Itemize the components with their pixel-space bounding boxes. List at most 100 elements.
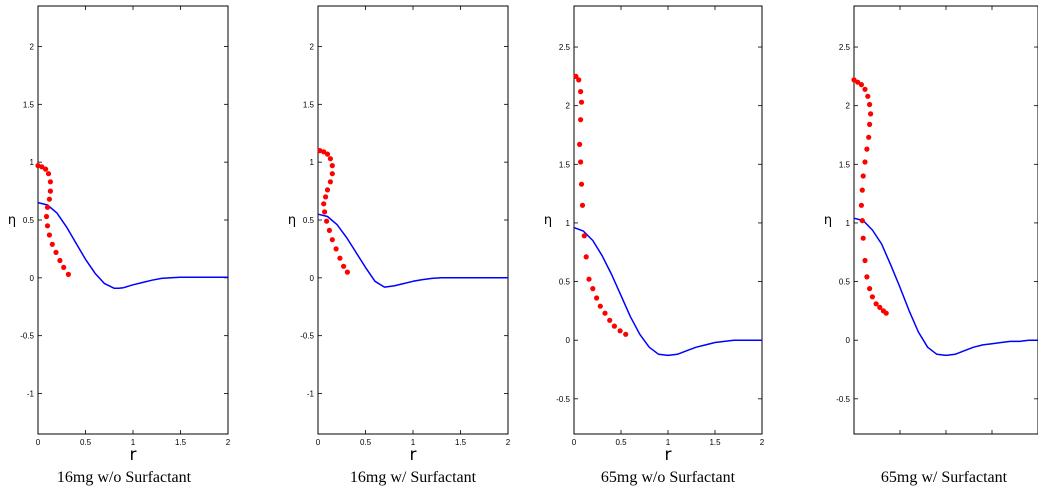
x-tick-label: 1.5 [175, 438, 187, 447]
data-point [577, 141, 583, 147]
x-tick-label: 2 [760, 438, 765, 447]
y-tick-label: 0.5 [839, 278, 851, 287]
data-point [324, 218, 330, 224]
data-point [43, 213, 50, 220]
data-point [611, 323, 618, 329]
data-point [855, 79, 861, 85]
y-tick-label: 0 [310, 274, 315, 283]
data-point [607, 317, 613, 323]
y-tick-label: 0.5 [303, 216, 315, 225]
x-tick-label: 0 [572, 438, 577, 447]
data-point [883, 310, 889, 316]
data-point [578, 117, 584, 123]
x-tick-label: 0.5 [360, 438, 372, 447]
data-point [858, 82, 865, 88]
x-tick-label: 0 [316, 438, 321, 447]
data-point [864, 274, 870, 280]
x-tick-label: 0.5 [80, 438, 92, 447]
plot-frame [853, 5, 1038, 435]
y-tick-label: 2 [846, 102, 851, 111]
x-tick-label: 2 [226, 438, 231, 447]
y-tick-label: 2 [30, 42, 35, 51]
data-point [860, 235, 866, 241]
data-point [324, 151, 331, 157]
data-point [597, 303, 603, 309]
data-point [322, 209, 328, 215]
data-point [45, 171, 52, 177]
y-tick-label: 1 [310, 158, 315, 167]
data-point [578, 159, 584, 165]
data-point [586, 276, 592, 282]
y-axis-label: η [544, 213, 552, 228]
data-point [578, 181, 585, 187]
data-point [333, 246, 339, 252]
data-point [877, 304, 883, 310]
data-point [617, 328, 623, 334]
y-axis-label: η [8, 213, 16, 228]
x-tick-label: 1 [131, 438, 136, 447]
data-point [864, 146, 870, 152]
data-point [323, 194, 329, 200]
series-line-1 [317, 213, 508, 288]
data-point [47, 179, 54, 185]
data-point [583, 254, 589, 260]
data-point [329, 163, 335, 169]
x-axis-label: r [130, 445, 137, 465]
panel-caption: 16mg w/ Surfactant [350, 469, 477, 486]
data-point [868, 111, 874, 117]
y-tick-label: 2 [566, 102, 571, 111]
data-point [866, 134, 872, 140]
y-tick-label: 2 [310, 42, 315, 51]
series-line-1 [573, 226, 762, 357]
data-point [327, 179, 333, 185]
data-point [867, 101, 873, 108]
data-point [623, 331, 629, 337]
data-point [859, 187, 865, 193]
y-tick-label: 1.5 [839, 160, 851, 169]
data-point [329, 237, 335, 243]
data-point [867, 121, 873, 127]
data-point [39, 164, 45, 170]
data-point [581, 233, 587, 239]
data-point [321, 149, 327, 155]
y-tick-label: 0.5 [559, 278, 571, 287]
data-point [344, 269, 350, 275]
x-tick-label: 0.5 [615, 438, 627, 447]
y-tick-label: 1 [846, 219, 851, 228]
data-point [859, 218, 865, 224]
data-point [862, 159, 868, 165]
data-point [867, 286, 873, 292]
data-point [602, 310, 608, 316]
y-tick-label: 1 [566, 219, 571, 228]
data-point [57, 257, 63, 264]
x-tick-label: 1 [411, 438, 416, 447]
plot-frame [37, 5, 229, 435]
panel-caption: 65mg w/o Surfactant [601, 469, 736, 486]
y-tick-label: 0 [566, 336, 571, 345]
data-point [329, 171, 335, 177]
data-point [65, 271, 71, 277]
data-point [594, 295, 600, 301]
plot-frame [317, 5, 509, 435]
y-axis-label: η [824, 213, 832, 228]
y-tick-label: 1 [30, 158, 35, 167]
data-point [53, 249, 59, 255]
series-line-1 [37, 201, 228, 289]
data-point [578, 99, 585, 105]
data-point [858, 202, 865, 208]
data-point [337, 255, 343, 261]
chart-panel-4: -0.5 0 0.5 1 1.5 2 2.5 η 65mg w/ Surfactant [824, 5, 1038, 486]
panel-caption: 16mg w/o Surfactant [57, 469, 192, 486]
data-point [865, 93, 871, 99]
data-point [869, 294, 876, 300]
y-tick-label: 1.5 [303, 100, 315, 109]
y-tick-label: -0.5 [556, 395, 570, 404]
y-tick-label: 1.5 [23, 100, 35, 109]
series-line-1 [853, 217, 1038, 357]
data-point [873, 301, 879, 307]
data-point [578, 89, 584, 95]
data-point [327, 156, 333, 162]
data-point [46, 232, 53, 238]
y-tick-label: -0.5 [300, 332, 314, 341]
